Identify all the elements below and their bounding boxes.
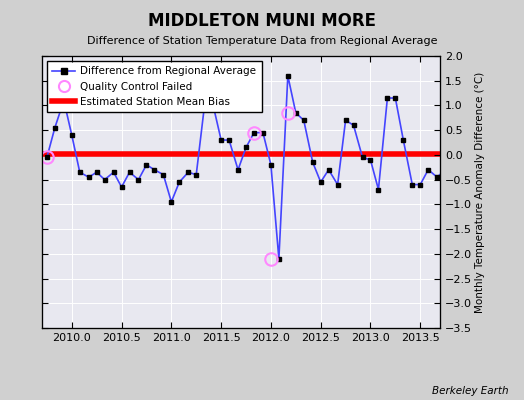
Text: Difference of Station Temperature Data from Regional Average: Difference of Station Temperature Data f…	[87, 36, 437, 46]
Y-axis label: Monthly Temperature Anomaly Difference (°C): Monthly Temperature Anomaly Difference (…	[475, 71, 485, 313]
Text: Berkeley Earth: Berkeley Earth	[432, 386, 508, 396]
Text: MIDDLETON MUNI MORE: MIDDLETON MUNI MORE	[148, 12, 376, 30]
